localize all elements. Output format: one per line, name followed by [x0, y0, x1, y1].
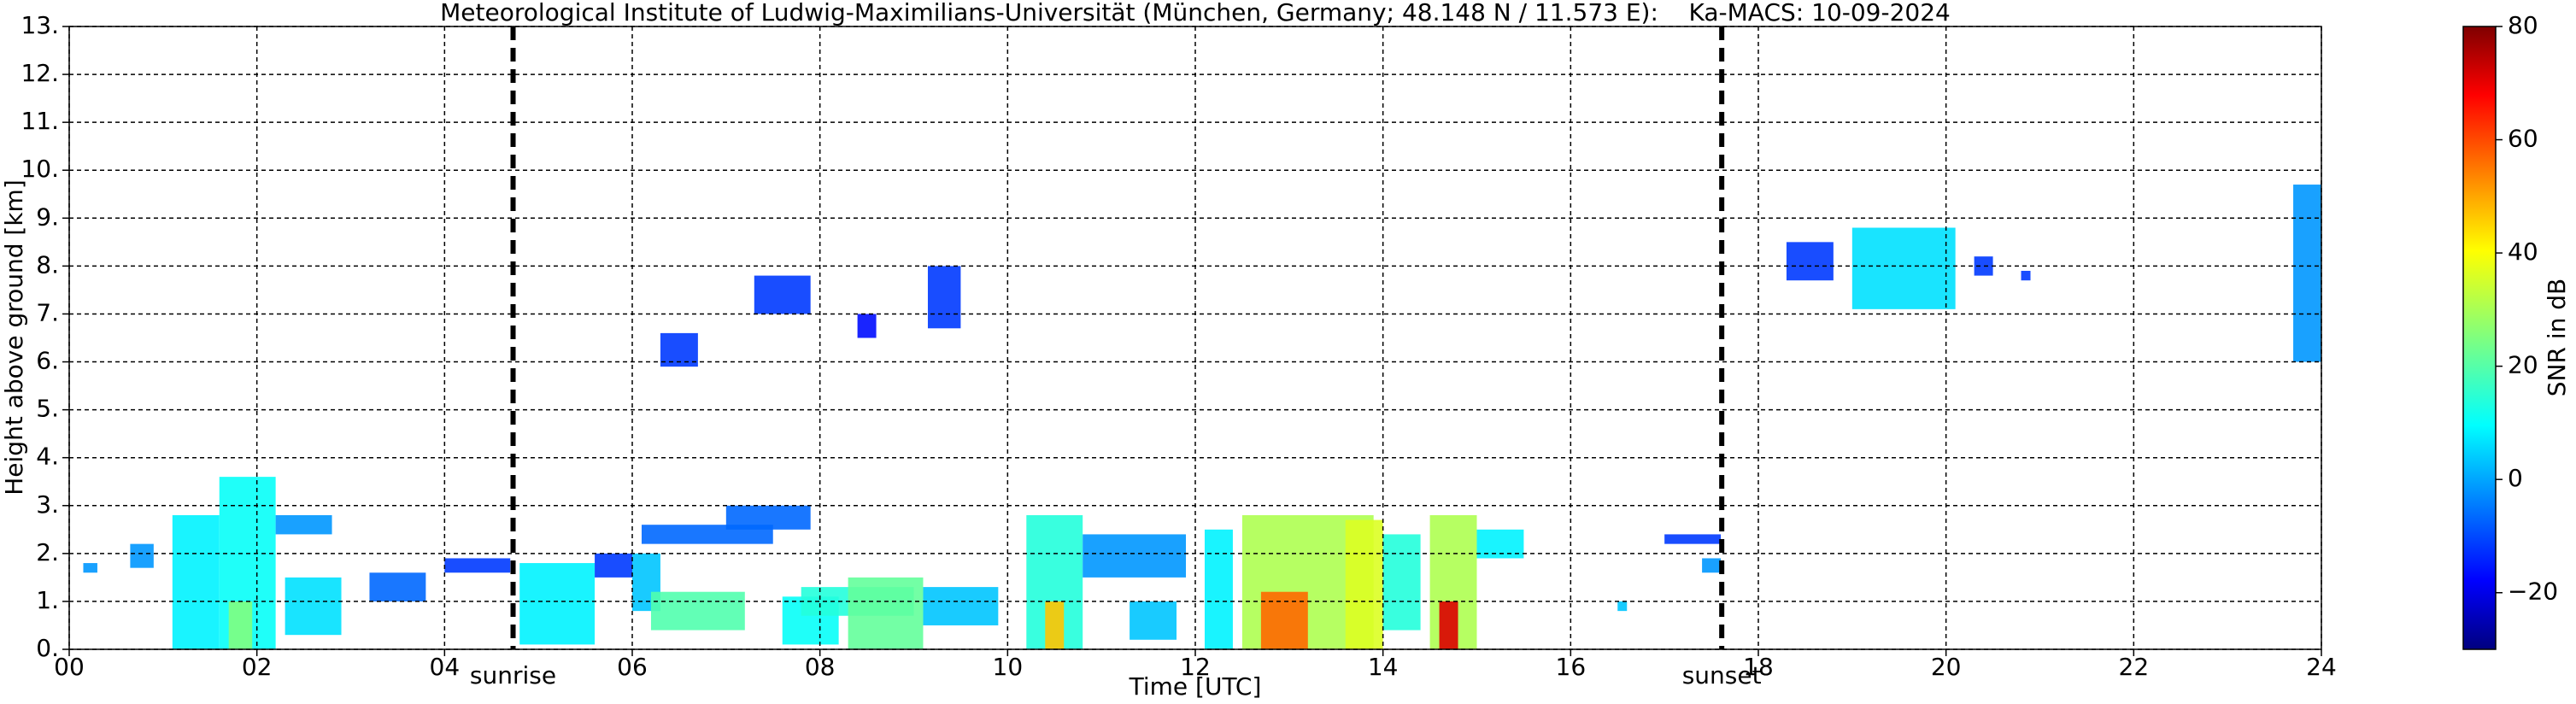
colorbar — [2462, 26, 2497, 650]
y-tick-label: 5. — [36, 395, 59, 423]
echo-region — [1045, 601, 1065, 649]
event-label: sunset — [1682, 661, 1762, 689]
y-tick-label: 7. — [36, 298, 59, 326]
y-tick-label: 12. — [21, 59, 59, 87]
y-tick-label: 3. — [36, 490, 59, 519]
y-tick-label: 6. — [36, 347, 59, 375]
echo-region — [848, 577, 924, 649]
echo-region — [1786, 242, 1834, 281]
colorbar-tick-label: 0 — [2508, 464, 2523, 492]
colorbar-tick-label: 40 — [2508, 238, 2538, 266]
echo-region — [650, 591, 745, 631]
x-tick-label: 18 — [1743, 653, 1774, 681]
echo-region — [660, 332, 698, 367]
x-tick-label: 08 — [805, 653, 836, 681]
echo-region — [641, 525, 773, 544]
colorbar-tick-label: 60 — [2508, 125, 2538, 153]
x-tick-label: 04 — [430, 653, 461, 681]
echo-region — [519, 563, 596, 645]
y-tick-label: 8. — [36, 250, 59, 279]
x-tick-label: 06 — [617, 653, 648, 681]
x-tick-label: 02 — [242, 653, 273, 681]
echo-region — [1974, 256, 1993, 276]
echo-region — [1851, 227, 1956, 309]
echo-region — [754, 275, 811, 314]
echo-region — [857, 314, 877, 338]
y-axis-label: Height above ground [km] — [0, 179, 28, 496]
y-tick-label: 13. — [21, 11, 59, 39]
echo-region — [595, 553, 632, 578]
echo-region — [923, 587, 999, 625]
echo-region — [228, 601, 253, 649]
y-tick-label: 2. — [36, 538, 59, 566]
y-tick-label: 9. — [36, 202, 59, 231]
x-tick-label: 24 — [2306, 653, 2337, 681]
colorbar-tick-label: −20 — [2508, 578, 2558, 606]
colorbar-tick-label: 80 — [2508, 11, 2538, 39]
x-axis-label: Time [UTC] — [1129, 672, 1262, 701]
echo-region — [1130, 601, 1177, 640]
x-tick-label: 14 — [1368, 653, 1399, 681]
colorbar-label: SNR in dB — [2543, 279, 2571, 396]
colorbar-tick-label: 20 — [2508, 351, 2538, 379]
y-tick-label: 4. — [36, 443, 59, 471]
echo-region — [1664, 534, 1722, 544]
echo-region — [1260, 591, 1308, 649]
echo-region — [2021, 270, 2031, 281]
x-tick-label: 20 — [1931, 653, 1962, 681]
echo-region — [1204, 529, 1233, 649]
echo-region — [369, 572, 426, 601]
x-tick-label: 12 — [1180, 653, 1211, 681]
y-tick-label: 0. — [36, 634, 59, 662]
echo-region — [130, 543, 154, 568]
echo-region — [83, 563, 97, 573]
echo-region — [1382, 534, 1421, 631]
x-tick-label: 22 — [2119, 653, 2150, 681]
plot-frame — [68, 26, 2322, 650]
echo-region — [725, 505, 811, 530]
x-tick-label: 10 — [993, 653, 1024, 681]
echo-region — [1702, 558, 1722, 573]
x-tick-label: 16 — [1556, 653, 1587, 681]
x-tick-label: 00 — [54, 653, 85, 681]
echo-region — [2293, 185, 2321, 362]
echo-region — [1617, 601, 1628, 612]
echo-region — [285, 577, 342, 636]
echo-region — [172, 514, 220, 649]
echo-region — [275, 514, 332, 535]
chart-title: Meteorological Institute of Ludwig-Maxim… — [440, 0, 1951, 26]
echo-region — [1345, 519, 1383, 649]
echo-region — [927, 266, 961, 329]
echo-region — [1083, 534, 1187, 578]
y-tick-label: 10. — [21, 155, 59, 183]
y-tick-label: 11. — [21, 107, 59, 135]
y-tick-label: 1. — [36, 586, 59, 614]
echo-region — [444, 558, 511, 573]
echo-region — [1439, 601, 1458, 649]
event-label: sunrise — [470, 661, 556, 689]
